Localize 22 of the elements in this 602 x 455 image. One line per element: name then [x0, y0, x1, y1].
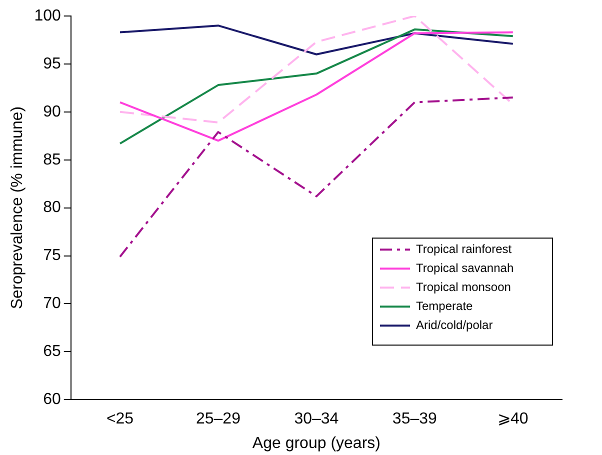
legend-label: Tropical savannah — [416, 260, 514, 275]
line-series — [119, 96, 514, 258]
legend-label: Tropical monsoon — [416, 280, 511, 294]
x-tick-label: 30–34 — [294, 410, 339, 428]
y-tick-label: 80 — [43, 199, 61, 216]
y-tick-label: 100 — [34, 7, 61, 24]
y-tick-label: 70 — [43, 295, 61, 312]
x-tick-label: ⩾40 — [497, 410, 528, 428]
legend-label: Tropical rainforest — [416, 242, 512, 256]
x-tick-label: 25–29 — [196, 410, 241, 428]
y-axis-title: Seroprevalence (% immune) — [9, 106, 26, 310]
y-tick-label: 90 — [43, 103, 61, 120]
y-tick-label: 95 — [43, 55, 61, 72]
x-tick-label: 35–39 — [392, 410, 438, 428]
legend-label: Arid/cold/polar — [416, 318, 493, 332]
x-tick-label: <25 — [106, 410, 134, 428]
legend-label: Temperate — [416, 298, 474, 313]
y-tick-label: 60 — [43, 391, 61, 408]
y-tick-label: 75 — [43, 247, 61, 264]
y-tick-label: 65 — [43, 343, 61, 360]
x-axis-title: Age group (years) — [252, 434, 380, 452]
y-tick-label: 85 — [43, 151, 61, 168]
